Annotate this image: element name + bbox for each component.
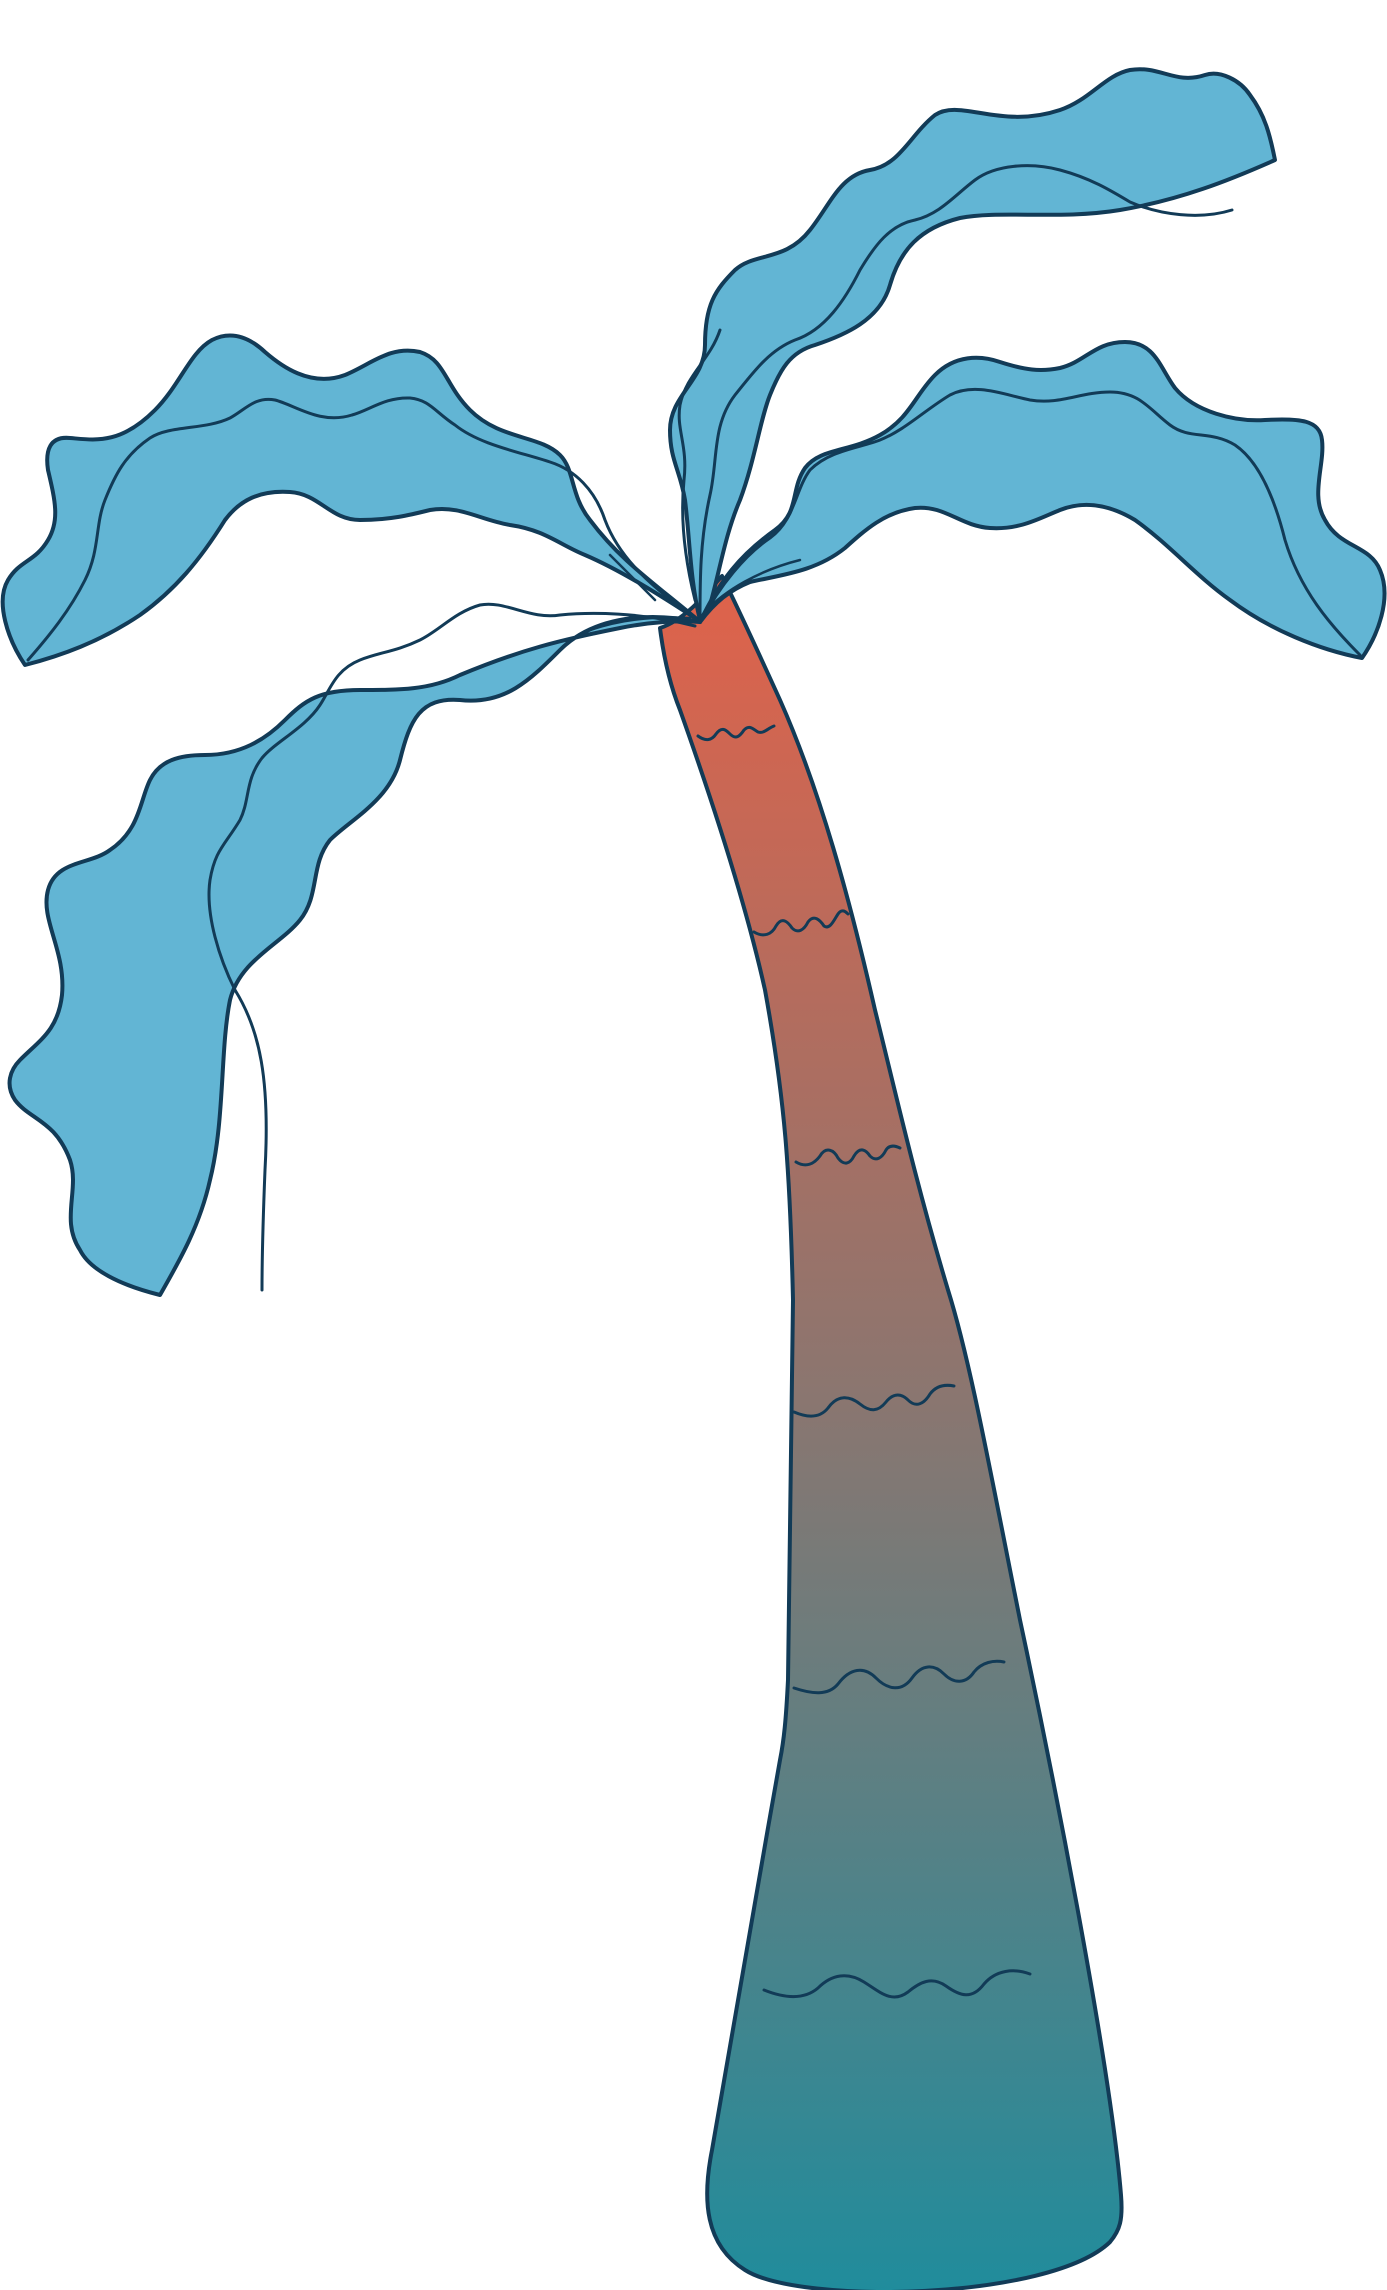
palm-trunk (658, 574, 1124, 2290)
trunk-mark (794, 1144, 902, 1167)
frond-vein (677, 328, 722, 602)
frond-vein (698, 164, 1234, 620)
crown-line (608, 553, 657, 602)
trunk-mark (752, 909, 850, 937)
trunk-texture-marks (696, 724, 1032, 1999)
frond-right (698, 340, 1387, 660)
palm-frond (7, 602, 702, 1297)
crown-line (588, 616, 692, 632)
trunk-mark (792, 1383, 956, 1418)
frond-left-lower (7, 615, 702, 1297)
frond-vein (207, 602, 697, 1292)
crown-line (703, 558, 802, 614)
frond-left-upper (0, 333, 700, 667)
trunk-mark (696, 724, 776, 742)
crown-detail (588, 553, 802, 632)
frond-center-top (668, 67, 1277, 622)
trunk-mark (792, 1659, 1006, 1695)
palm-frond (698, 340, 1387, 660)
frond-vein (26, 396, 698, 662)
trunk-mark (762, 1969, 1032, 1999)
trunk-body (658, 574, 1124, 2290)
palm-frond (0, 333, 700, 667)
palm-frond (668, 67, 1277, 622)
frond-vein (700, 387, 1362, 657)
